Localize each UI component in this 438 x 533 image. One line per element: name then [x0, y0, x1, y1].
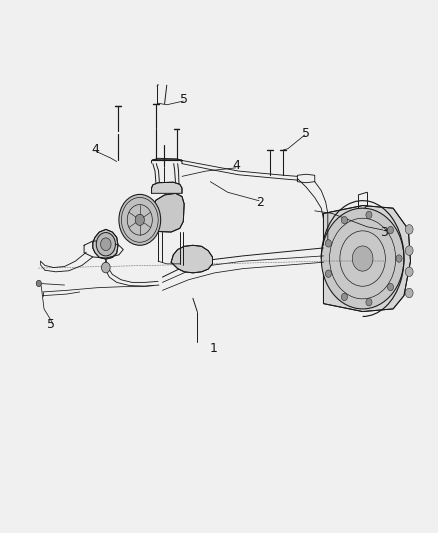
Text: 5: 5 — [180, 93, 188, 106]
Text: 4: 4 — [91, 143, 99, 156]
Text: 1: 1 — [210, 342, 218, 355]
Circle shape — [388, 227, 393, 234]
Polygon shape — [93, 229, 118, 259]
Polygon shape — [152, 182, 182, 193]
Circle shape — [321, 208, 404, 309]
Circle shape — [101, 238, 111, 251]
Circle shape — [102, 262, 110, 273]
Circle shape — [405, 267, 413, 277]
Circle shape — [366, 298, 372, 306]
Circle shape — [325, 270, 332, 277]
Circle shape — [96, 232, 116, 256]
Circle shape — [366, 211, 372, 219]
Circle shape — [341, 216, 347, 224]
Text: 5: 5 — [302, 127, 310, 140]
Circle shape — [396, 255, 402, 262]
Circle shape — [388, 284, 393, 290]
Circle shape — [405, 224, 413, 234]
Text: 4: 4 — [233, 159, 240, 172]
Text: 2: 2 — [256, 196, 264, 209]
Circle shape — [135, 214, 145, 225]
Circle shape — [341, 293, 347, 301]
Circle shape — [325, 240, 332, 247]
Circle shape — [405, 246, 413, 255]
Polygon shape — [149, 193, 184, 232]
Circle shape — [36, 280, 42, 287]
Circle shape — [352, 246, 373, 271]
Text: 5: 5 — [47, 318, 56, 332]
Text: 3: 3 — [381, 225, 389, 239]
Polygon shape — [171, 245, 212, 273]
Circle shape — [119, 195, 161, 245]
Polygon shape — [323, 206, 410, 312]
Circle shape — [405, 288, 413, 298]
